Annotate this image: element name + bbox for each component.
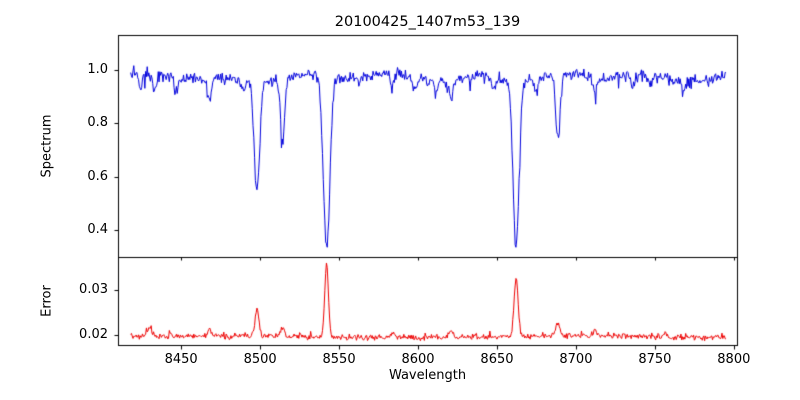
y-tick-label-spectrum: 0.6 (87, 168, 108, 184)
spectrum-y-axis-label: Spectrum (39, 114, 55, 178)
x-tick-label: 8800 (717, 352, 751, 367)
x-tick-label: 8750 (638, 352, 672, 367)
chart-title: 20100425_1407m53_139 (334, 14, 521, 30)
error-y-axis-label: Error (39, 285, 55, 317)
x-tick-label: 8450 (164, 352, 198, 367)
x-tick-label: 8500 (243, 352, 277, 367)
y-tick-label-spectrum: 0.8 (87, 115, 108, 131)
x-tick-label: 8550 (322, 352, 356, 367)
y-tick-label-spectrum: 1.0 (87, 61, 108, 77)
x-tick-label: 8600 (401, 352, 435, 367)
y-tick-label-error: 0.02 (79, 327, 108, 343)
x-axis-label: Wavelength (388, 368, 467, 383)
x-tick-label: 8700 (559, 352, 593, 367)
y-tick-label-spectrum: 0.4 (87, 222, 108, 238)
y-tick-label-error: 0.03 (79, 281, 108, 297)
x-tick-label: 8650 (480, 352, 514, 367)
